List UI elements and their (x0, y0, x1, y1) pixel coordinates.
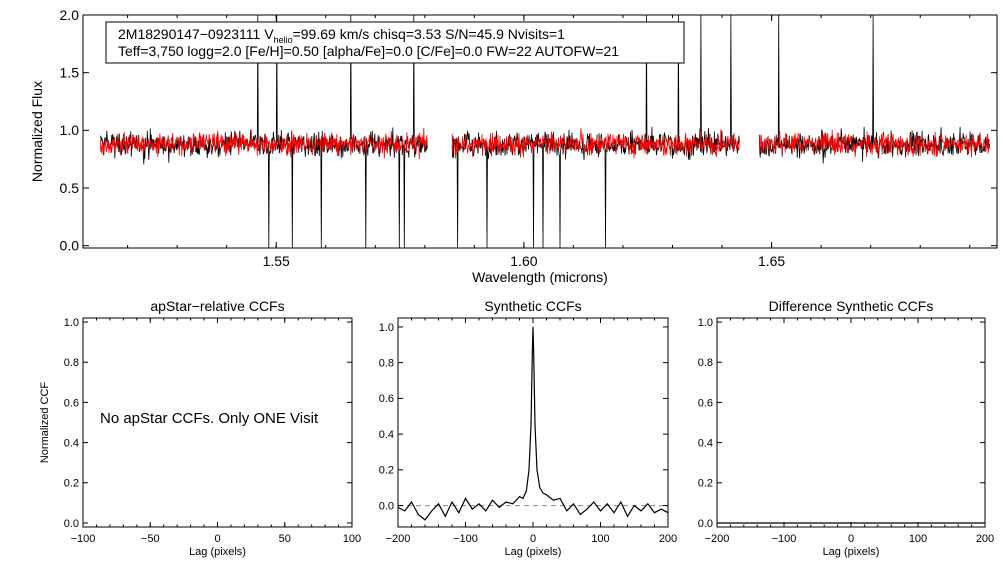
synthetic-xtick-label: −100 (453, 533, 478, 545)
synthetic-ccf-panel: −200 −100 0 100 200 0.0 0.2 0.4 0.6 0.8 1.0 Lag (pi… (379, 298, 677, 558)
spectrum-xtick-label: 1.65 (758, 253, 785, 269)
apstar-xtick-label: 100 (343, 533, 361, 545)
spectrum-xtick-label: 1.55 (263, 253, 290, 269)
synthetic-ccf-data-layer (397, 326, 669, 521)
synthetic-xtick-label: 200 (659, 533, 677, 545)
synthetic-xtick-label: 0 (530, 533, 536, 545)
apstar-ytick-label: 1.0 (64, 317, 79, 329)
apstar-ytick-label: 0.6 (64, 397, 79, 409)
apstar-ytick-label: 0.0 (64, 518, 79, 530)
apstar-yaxis-label: Normalized CCF (39, 382, 51, 464)
apstar-ccf-panel: −100 −50 0 50 100 0.0 0.2 0.4 0.6 0.8 1.0 Lag (pixe… (39, 298, 361, 558)
apstar-xtick-label: 50 (279, 533, 291, 545)
spectrum-xaxis-label: Wavelength (microns) (472, 269, 608, 285)
apstar-ytick-label: 0.2 (64, 478, 79, 490)
header-line-2: Teff=3,750 logg=2.0 [Fe/H]=0.50 [alpha/F… (118, 43, 619, 59)
spectrum-ytick-label: 0.0 (60, 238, 80, 254)
header-info-box (105, 21, 685, 64)
synthetic-title: Synthetic CCFs (484, 298, 581, 314)
difference-xtick-label: 100 (909, 533, 927, 545)
difference-ccf-axes: −200 −100 0 100 200 0.0 0.2 0.4 0.6 0.8 1.0 Lag (pi… (698, 298, 994, 558)
apstar-xtick-label: 0 (214, 533, 220, 545)
difference-xaxis-label: Lag (pixels) (823, 546, 880, 558)
spectrum-ytick-label: 1.5 (60, 65, 80, 81)
spectrum-plot-frame (82, 14, 998, 249)
difference-ytick-label: 0.0 (698, 518, 713, 530)
difference-ytick-label: 0.8 (698, 357, 713, 369)
spectrum-ytick-label: 1.0 (60, 122, 80, 138)
spectrum-model-line (99, 127, 428, 160)
spectrum-xtick-label: 1.60 (510, 253, 537, 269)
spectrum-panel: 1.55 1.60 1.65 0.0 0.5 1.0 1.5 2.0 Wavelength (m… (29, 7, 998, 285)
difference-xtick-label: −200 (705, 533, 730, 545)
synthetic-ytick-label: 0.2 (379, 465, 394, 477)
difference-ytick-label: 0.2 (698, 478, 713, 490)
spectrum-model-line (758, 129, 990, 159)
synthetic-ytick-label: 1.0 (379, 322, 394, 334)
spectrum-ytick-label: 2.0 (60, 7, 80, 23)
spectrum-observed-line (99, 14, 428, 249)
synthetic-ytick-label: 0.4 (379, 429, 394, 441)
difference-xtick-label: 200 (976, 533, 994, 545)
difference-xtick-label: 0 (848, 533, 854, 545)
spectrum-yaxis-label: Normalized Flux (29, 81, 45, 182)
spectrum-model-line (451, 128, 740, 159)
difference-xtick-label: −100 (772, 533, 797, 545)
apstar-ccf-message: No apStar CCFs. Only ONE Visit (100, 410, 319, 427)
apstar-ytick-label: 0.4 (64, 437, 79, 449)
header-line-1-subscript: helio (274, 35, 293, 45)
spectrum-axes: 1.55 1.60 1.65 0.0 0.5 1.0 1.5 2.0 Wavelength (m… (29, 7, 998, 285)
header-line-1: 2M18290147−0923111 Vhelio=99.69 km/s chi… (118, 26, 565, 45)
difference-title: Difference Synthetic CCFs (769, 298, 934, 314)
synthetic-xtick-label: 100 (591, 533, 609, 545)
synthetic-xtick-label: −200 (386, 533, 411, 545)
synthetic-ytick-label: 0.0 (379, 500, 394, 512)
header-line-1-b: =99.69 km/s chisq=3.53 S/N=45.9 Nvisits=… (293, 26, 566, 42)
synthetic-ytick-label: 0.6 (379, 393, 394, 405)
apstar-ccf-axes: −100 −50 0 50 100 0.0 0.2 0.4 0.6 0.8 1.0 Lag (pixe… (39, 298, 361, 558)
difference-ccf-panel: −200 −100 0 100 200 0.0 0.2 0.4 0.6 0.8 1.0 Lag (pi… (698, 298, 994, 558)
synthetic-xaxis-label: Lag (pixels) (505, 546, 562, 558)
apstar-title: apStar−relative CCFs (150, 298, 284, 314)
apstar-xtick-label: −50 (141, 533, 160, 545)
spectrum-data-layer (99, 14, 990, 249)
apstar-ytick-label: 0.8 (64, 357, 79, 369)
difference-plot-frame (716, 317, 986, 528)
header-line-1-a: 2M18290147−0923111 V (118, 26, 274, 42)
spectrum-ytick-label: 0.5 (60, 180, 80, 196)
difference-ytick-label: 0.6 (698, 397, 713, 409)
apstar-xtick-label: −100 (71, 533, 96, 545)
synthetic-ccf-axes: −200 −100 0 100 200 0.0 0.2 0.4 0.6 0.8 1.0 Lag (pi… (379, 298, 677, 558)
synthetic-ytick-label: 0.8 (379, 358, 394, 370)
difference-ytick-label: 1.0 (698, 317, 713, 329)
apstar-xaxis-label: Lag (pixels) (189, 546, 246, 558)
synthetic-ccf-line (397, 326, 669, 521)
difference-ytick-label: 0.4 (698, 437, 713, 449)
